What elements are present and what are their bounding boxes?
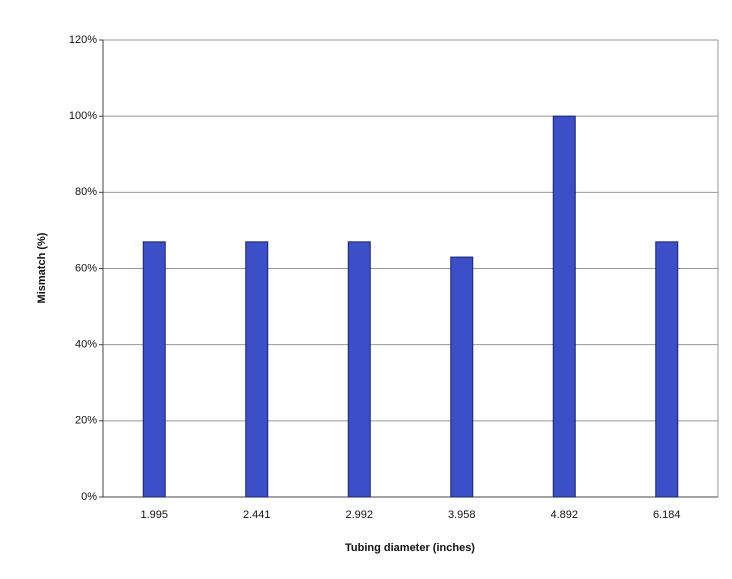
y-axis-title: Mismatch (%) bbox=[36, 232, 48, 303]
bar bbox=[450, 256, 474, 498]
bar bbox=[245, 241, 269, 498]
x-tick-label: 6.184 bbox=[653, 509, 681, 521]
y-tick-label: 60% bbox=[75, 262, 97, 274]
y-tick-label: 20% bbox=[75, 415, 97, 427]
y-tick-label: 40% bbox=[75, 339, 97, 351]
bar bbox=[347, 241, 371, 498]
y-tick-label: 120% bbox=[69, 34, 97, 46]
x-tick-label: 1.995 bbox=[140, 509, 168, 521]
y-tick-label: 100% bbox=[69, 110, 97, 122]
x-tick-label: 3.958 bbox=[448, 509, 476, 521]
y-tick-label: 0% bbox=[81, 491, 97, 503]
x-tick-label: 2.992 bbox=[345, 509, 373, 521]
x-tick-label: 2.441 bbox=[243, 509, 271, 521]
bar bbox=[142, 241, 166, 498]
x-axis-title: Tubing diameter (inches) bbox=[345, 542, 475, 554]
bar bbox=[655, 241, 679, 498]
bar bbox=[552, 115, 576, 498]
x-tick-label: 4.892 bbox=[550, 509, 578, 521]
y-tick-label: 80% bbox=[75, 186, 97, 198]
